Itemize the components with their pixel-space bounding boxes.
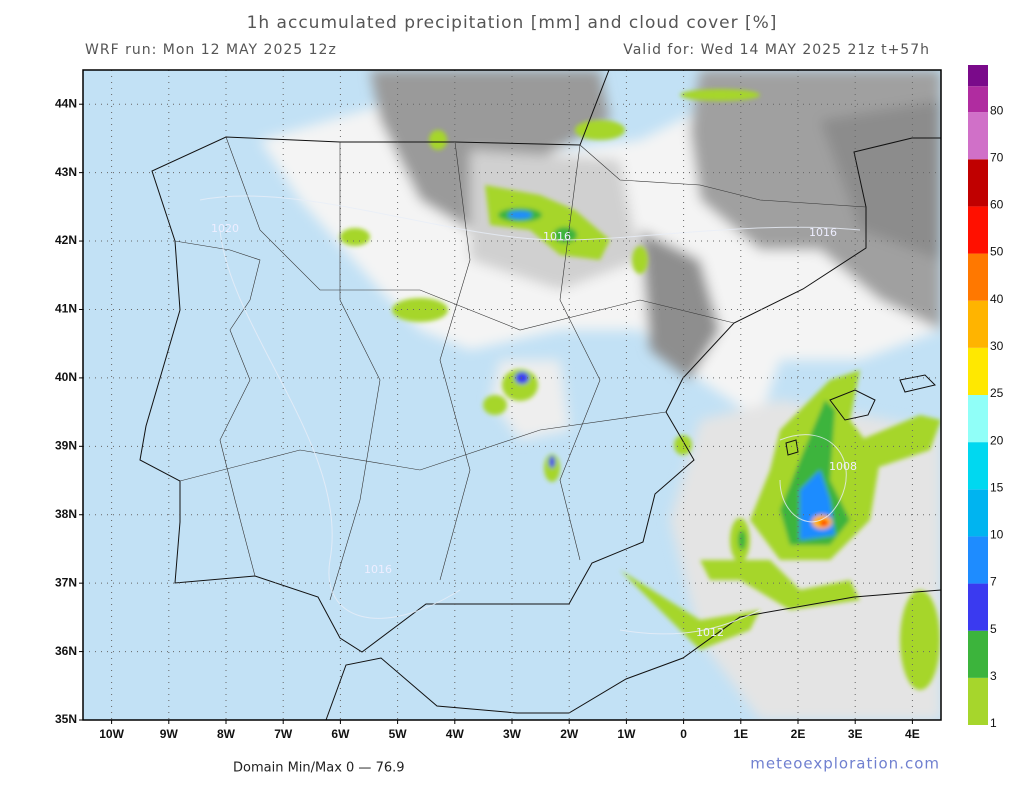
lon-label: 3E bbox=[848, 727, 863, 741]
colorbar-segment bbox=[968, 442, 988, 490]
colorbar-label: 50 bbox=[990, 245, 1004, 259]
isobar-label: 1016 bbox=[364, 563, 392, 576]
minmax-label: Domain Min/Max 0 — 76.9 bbox=[233, 761, 405, 776]
map-layer: 1016 1008 1012 1016 1020 1016 bbox=[83, 70, 941, 720]
colorbar-label: 10 bbox=[990, 528, 1004, 542]
colorbar-segment bbox=[968, 65, 988, 87]
colorbar-label: 7 bbox=[990, 575, 997, 589]
lon-label: 1W bbox=[617, 727, 636, 741]
colorbar-label: 30 bbox=[990, 339, 1004, 353]
lon-label: 6W bbox=[331, 727, 350, 741]
lat-label: 40N bbox=[55, 370, 77, 384]
colorbar-segment bbox=[968, 489, 988, 537]
colorbar-label: 60 bbox=[990, 198, 1004, 212]
lon-label: 0 bbox=[680, 727, 687, 741]
colorbar-label: 20 bbox=[990, 433, 1004, 447]
lon-label: 10W bbox=[99, 727, 124, 741]
borders bbox=[174, 136, 867, 601]
colorbar-segment bbox=[968, 112, 988, 160]
lat-label: 38N bbox=[55, 507, 77, 521]
lon-label: 5W bbox=[389, 727, 408, 741]
isobars bbox=[199, 195, 861, 635]
lon-label: 2W bbox=[560, 727, 579, 741]
colorbar-segment bbox=[968, 300, 988, 348]
lon-label: 4E bbox=[905, 727, 920, 741]
lat-label: 42N bbox=[55, 233, 77, 247]
colorbar-label: 25 bbox=[990, 386, 1004, 400]
lat-label: 44N bbox=[55, 96, 77, 110]
grid bbox=[83, 70, 941, 720]
colorbar-label: 15 bbox=[990, 480, 1004, 494]
lat-label: 43N bbox=[55, 165, 77, 179]
colorbar-segment bbox=[968, 206, 988, 254]
lon-label: 8W bbox=[217, 727, 236, 741]
lon-label: 3W bbox=[503, 727, 522, 741]
colorbar-segment bbox=[968, 86, 988, 113]
colorbar-segment bbox=[968, 253, 988, 301]
valid-label: Valid for: Wed 14 MAY 2025 21z t+57h bbox=[623, 42, 930, 58]
isobar-label: 1020 bbox=[211, 222, 239, 235]
lat-label: 35N bbox=[55, 712, 77, 726]
colorbar-segment bbox=[968, 159, 988, 207]
lat-label: 39N bbox=[55, 438, 77, 452]
run-label: WRF run: Mon 12 MAY 2025 12z bbox=[85, 42, 337, 58]
colorbar-segment bbox=[968, 677, 988, 725]
isobar-label: 1008 bbox=[829, 460, 857, 473]
colorbar-label: 5 bbox=[990, 622, 997, 636]
colorbar-segment bbox=[968, 395, 988, 443]
isobar-label: 1016 bbox=[809, 226, 837, 239]
colorbar-label: 3 bbox=[990, 669, 997, 683]
colorbar-segment bbox=[968, 536, 988, 584]
colorbar-segment bbox=[968, 583, 988, 631]
isobar-label: 1016 bbox=[543, 230, 571, 243]
lat-label: 37N bbox=[55, 575, 77, 589]
lon-label: 1E bbox=[733, 727, 748, 741]
lon-label: 4W bbox=[446, 727, 465, 741]
isobar-label: 1012 bbox=[696, 626, 724, 639]
colorbar-label: 80 bbox=[990, 103, 1004, 117]
colorbar-segment bbox=[968, 347, 988, 395]
credit: meteoexploration.com bbox=[750, 755, 940, 773]
colorbar-segment bbox=[968, 630, 988, 678]
colorbar-label: 1 bbox=[990, 716, 997, 730]
lon-label: 7W bbox=[274, 727, 293, 741]
colorbar-label: 70 bbox=[990, 150, 1004, 164]
lat-label: 41N bbox=[55, 302, 77, 316]
lat-label: 36N bbox=[55, 644, 77, 658]
lon-label: 2E bbox=[791, 727, 806, 741]
title: 1h accumulated precipitation [mm] and cl… bbox=[247, 13, 778, 33]
lon-label: 9W bbox=[160, 727, 179, 741]
precipitation bbox=[340, 89, 941, 690]
colorbar-label: 40 bbox=[990, 292, 1004, 306]
